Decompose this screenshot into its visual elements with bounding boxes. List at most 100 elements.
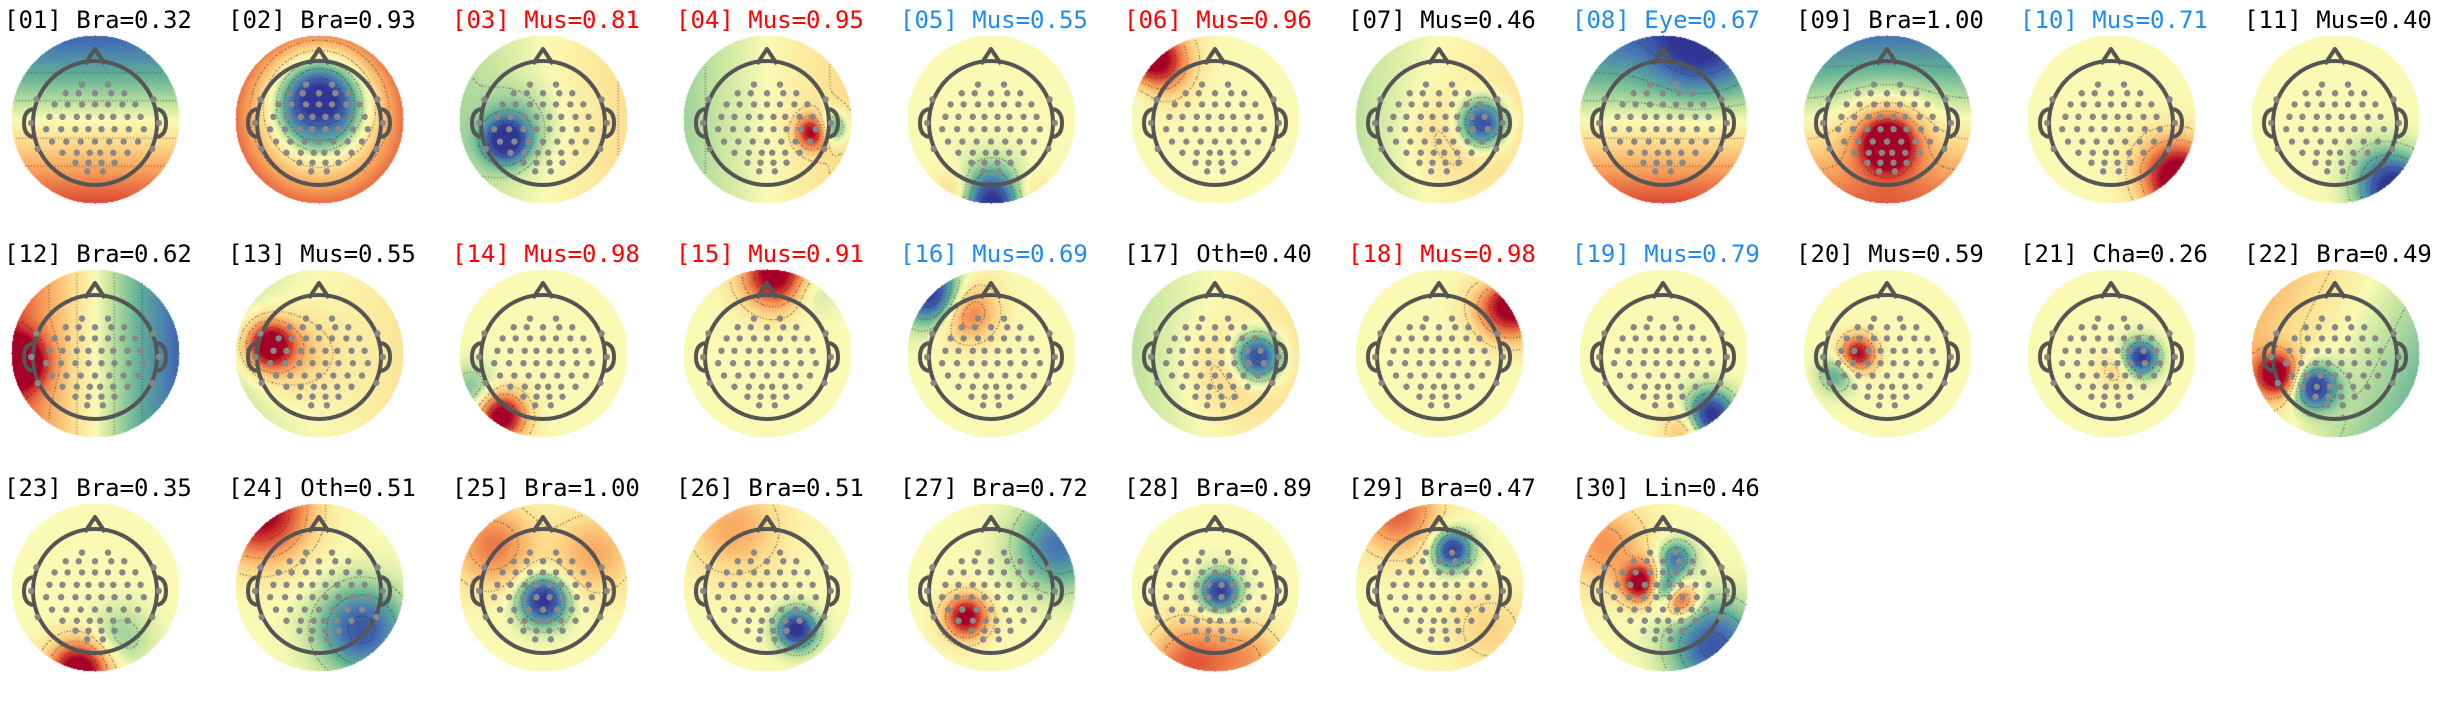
electrode-dot	[969, 383, 976, 390]
electrode-dot	[1625, 126, 1633, 133]
electrode-dot	[1702, 138, 1710, 145]
electrode-dot	[2137, 324, 2144, 331]
electrode-dot	[1641, 383, 1648, 390]
electrode-dot	[1045, 379, 1052, 387]
electrode-dot	[2114, 159, 2121, 166]
component-title: [11] Mus=0.40	[2244, 6, 2432, 34]
electrode-dot	[757, 113, 764, 121]
electrode-dot	[700, 353, 707, 361]
electrode-dot	[1429, 627, 1436, 634]
electrode-dot	[1679, 159, 1686, 166]
electrode-dot	[1442, 113, 1449, 121]
electrode-dot	[2390, 330, 2397, 337]
electrode-dot	[364, 126, 372, 133]
head-outline	[1813, 47, 1961, 187]
electrode-dot	[1205, 393, 1212, 400]
electrode-dot	[1674, 606, 1681, 613]
electrode-dot	[1395, 101, 1402, 108]
electrode-dot	[1448, 315, 1456, 322]
electrode-dot	[603, 119, 610, 127]
electrode-dot	[1640, 627, 1647, 634]
electrode-dot	[987, 101, 995, 108]
electrode-dot	[1198, 81, 1206, 88]
electrode-dot	[572, 581, 579, 588]
electrode-dot	[1007, 126, 1014, 133]
electrode-dot	[944, 138, 952, 145]
electrode-dot	[2365, 126, 2373, 133]
electrode-dot	[1197, 372, 1204, 379]
electrode-dot	[757, 594, 764, 601]
electrode-dot	[34, 379, 41, 387]
electrode-dot	[1224, 549, 1232, 556]
electrode-dot	[507, 581, 514, 588]
electrode-dot	[1252, 335, 1259, 342]
electrode-dot	[78, 549, 86, 556]
topomap	[682, 268, 852, 438]
electrode-dot	[2395, 353, 2402, 361]
electrode-dot	[821, 145, 828, 153]
electrode-dot	[2136, 372, 2143, 379]
electrode-dot	[955, 617, 962, 624]
electrode-dot	[2288, 138, 2296, 145]
electrode-dot	[1252, 101, 1259, 108]
electrode-dot	[969, 149, 976, 156]
electrode-dot	[1947, 353, 1954, 361]
electrode-dot	[2359, 101, 2366, 108]
electrode-dot	[2062, 347, 2069, 354]
electrode-dot	[1260, 594, 1268, 601]
electrode-dot	[1903, 393, 1910, 400]
electrode-dot	[1640, 594, 1647, 601]
electrode-dot	[309, 393, 316, 400]
head-outline	[693, 47, 841, 187]
electrode-dot	[1631, 138, 1638, 145]
electrode-dot	[1900, 324, 1907, 331]
electrode-dot	[2325, 393, 2332, 400]
electrode-dot	[758, 149, 765, 156]
electrode-dot	[2140, 113, 2147, 121]
electrode-dot	[505, 360, 513, 367]
electrode-dot	[119, 335, 126, 342]
electrode-dot	[1218, 627, 1225, 634]
electrode-dot	[1407, 138, 1414, 145]
electrode-dot	[1416, 159, 1423, 166]
electrode-dot	[1484, 594, 1492, 601]
electrode-dot	[1403, 617, 1410, 624]
head-outline	[917, 47, 1065, 187]
electrode-dot	[323, 636, 331, 643]
electrode-dot	[731, 347, 738, 354]
electrode-dot	[1640, 159, 1647, 166]
electrode-dot	[1678, 617, 1685, 624]
electrode-dot	[1653, 360, 1660, 367]
electrode-dot	[1454, 113, 1461, 121]
electrode-dot	[2107, 138, 2115, 145]
electrode-dot	[85, 360, 92, 367]
component-panel: [25] Bra=1.00	[452, 468, 676, 702]
electrode-dot	[1942, 96, 1949, 103]
electrode-dot	[539, 558, 547, 565]
electrode-dot	[1206, 149, 1213, 156]
electrode-dot	[62, 324, 69, 331]
component-title: [12] Bra=0.62	[4, 240, 192, 268]
electrode-dot	[57, 360, 65, 367]
electrode-dot	[1693, 594, 1701, 601]
electrode-dot	[929, 564, 936, 571]
electrode-dot	[1241, 324, 1248, 331]
electrode-dot	[2350, 383, 2357, 390]
electrode-dot	[1017, 558, 1024, 565]
electrode-dot	[1007, 594, 1014, 601]
electrode-dot	[2331, 335, 2339, 342]
electrode-dot	[310, 617, 317, 624]
electrode-dot	[1687, 335, 1694, 342]
electrode-dot	[1666, 126, 1673, 133]
electrode-dot	[729, 360, 737, 367]
electrode-dot	[750, 549, 758, 556]
electrode-dot	[98, 627, 105, 634]
electrode-dot	[1947, 119, 1954, 127]
electrode-dot	[301, 606, 308, 613]
electrode-dot	[1672, 569, 1680, 576]
electrode-dot	[1627, 383, 1634, 390]
electrode-dot	[546, 113, 553, 121]
electrode-dot	[924, 353, 931, 361]
electrode-dot	[763, 138, 771, 145]
electrode-dot	[763, 569, 771, 576]
